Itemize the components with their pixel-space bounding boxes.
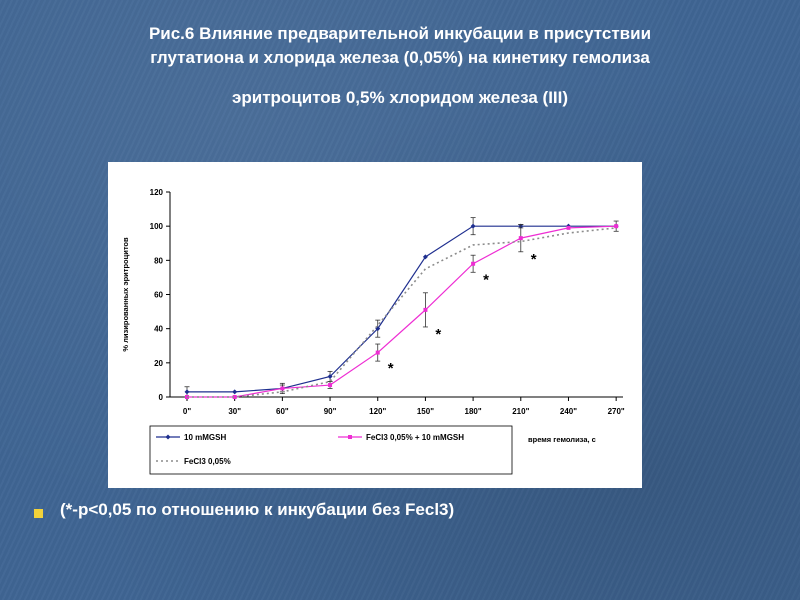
data-point	[328, 383, 333, 388]
y-tick-label: 0	[159, 393, 164, 402]
y-axis-label: % лизированных эритроцитов	[121, 237, 130, 352]
x-axis-label: время гемолиза, с	[528, 435, 596, 444]
significance-asterisk: *	[483, 271, 489, 288]
bullet-marker-icon	[34, 509, 43, 518]
y-tick-label: 20	[154, 359, 163, 368]
x-tick-label: 120"	[369, 407, 386, 416]
chart-panel: 0 20 40 60 80 100 120 0" 30" 60" 90" 120" 150" 180" 21…	[108, 162, 642, 488]
y-tick-label: 80	[154, 256, 163, 265]
significance-asterisk: *	[388, 360, 394, 377]
legend-label: FeCl3 0,05%	[184, 457, 231, 466]
x-tick-label: 90"	[324, 407, 337, 416]
title-line-3: эритроцитов 0,5% хлоридом железа (III)	[231, 88, 569, 107]
data-point	[518, 236, 523, 241]
series-line-3	[187, 227, 617, 398]
slide-title: Рис.6 Влияние предварительной инкубации …	[20, 22, 780, 110]
x-tick-label: 60"	[276, 407, 289, 416]
data-point	[280, 386, 285, 391]
data-point	[422, 254, 428, 260]
legend-label: FeCl3 0,05% + 10 mMGSH	[366, 433, 464, 442]
data-point	[471, 261, 476, 266]
y-tick-label: 40	[154, 325, 163, 334]
series-line-1	[187, 225, 617, 393]
significance-asterisk: *	[435, 326, 441, 343]
data-point	[327, 374, 333, 379]
data-point	[614, 224, 619, 229]
data-point	[184, 389, 190, 395]
legend-box	[149, 425, 513, 475]
series-line-2	[187, 225, 617, 398]
x-tick-label: 30"	[228, 407, 241, 416]
x-tick-label: 150"	[417, 407, 434, 416]
x-tick-label: 0"	[183, 407, 191, 416]
data-point	[232, 389, 238, 395]
x-tick-label: 240"	[560, 407, 577, 416]
data-point	[375, 350, 380, 355]
y-tick-label: 60	[154, 291, 163, 300]
legend-marker	[348, 435, 352, 439]
data-point	[232, 395, 237, 399]
y-tick-label: 120	[150, 188, 164, 197]
title-line-1: Рис.6 Влияние предварительной инкубации …	[148, 24, 652, 43]
x-tick-label: 270"	[608, 407, 625, 416]
footnote: (*-p<0,05 по отношению к инкубации без F…	[60, 500, 455, 519]
data-point	[470, 223, 476, 229]
significance-asterisk: *	[531, 251, 537, 268]
data-point	[423, 307, 428, 312]
x-tick-label: 180"	[465, 407, 482, 416]
x-tick-label: 210"	[512, 407, 529, 416]
legend-label: 10 mMGSH	[184, 433, 226, 442]
hemolysis-chart: 0 20 40 60 80 100 120 0" 30" 60" 90" 120" 150" 180" 21…	[121, 188, 625, 475]
title-line-2: глутатиона и хлорида железа (0,05%) на к…	[150, 48, 650, 67]
data-point	[566, 225, 571, 230]
legend-marker	[165, 434, 171, 440]
y-tick-label: 100	[150, 222, 164, 231]
